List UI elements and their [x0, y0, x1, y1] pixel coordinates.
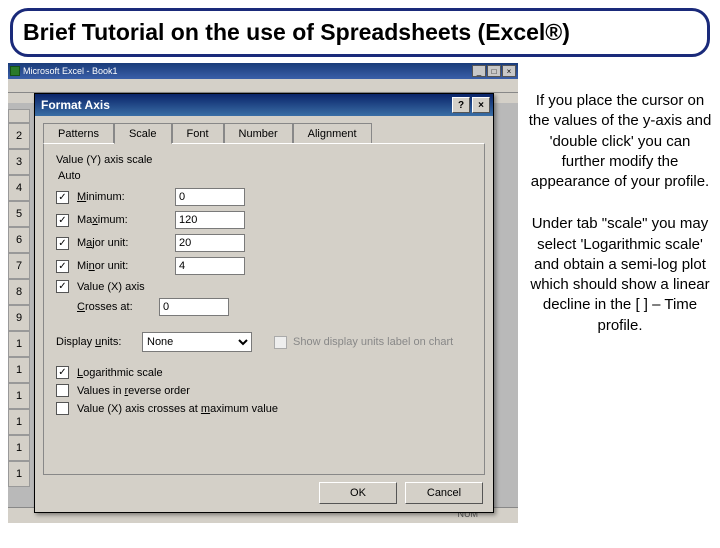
minor-checkbox[interactable]: ✓: [56, 260, 69, 273]
content-area: Microsoft Excel - Book1 _ □ × 2 3 4 5 6 …: [8, 63, 712, 523]
row-header[interactable]: 2: [8, 123, 30, 149]
show-units-label-row: Show display units label on chart: [274, 336, 453, 349]
display-units-label: Display units:: [56, 336, 134, 348]
row-header[interactable]: 1: [8, 357, 30, 383]
tab-font[interactable]: Font: [172, 123, 224, 144]
excel-menubar: [8, 79, 518, 93]
crossmax-label: Value (X) axis crosses at maximum value: [77, 403, 278, 415]
maximum-checkbox[interactable]: ✓: [56, 214, 69, 227]
reverse-label: Values in reverse order: [77, 385, 190, 397]
explanation-p1: If you place the cursor on the values of…: [528, 91, 712, 192]
tab-scale[interactable]: Scale: [114, 123, 172, 144]
row-header[interactable]: 1: [8, 409, 30, 435]
minimum-label: Minimum:: [77, 191, 167, 203]
log-label: Logarithmic scale: [77, 367, 163, 379]
major-input[interactable]: [175, 234, 245, 252]
major-row: ✓ Major unit:: [56, 234, 472, 252]
dialog-titlebar: Format Axis ? ×: [35, 94, 493, 116]
crosses-input[interactable]: [159, 298, 229, 316]
reverse-checkbox[interactable]: [56, 384, 69, 397]
excel-app-title: Microsoft Excel - Book1: [23, 66, 118, 76]
reverse-row: Values in reverse order: [56, 384, 472, 397]
crosses-row: Crosses at:: [77, 298, 472, 316]
log-checkbox[interactable]: ✓: [56, 366, 69, 379]
excel-app-icon: [10, 66, 20, 76]
auto-heading: Auto: [58, 170, 472, 182]
valuex-label: Value (X) axis: [77, 281, 167, 293]
minimum-input[interactable]: [175, 188, 245, 206]
dialog-title-text: Format Axis: [41, 98, 110, 112]
row-header[interactable]: 6: [8, 227, 30, 253]
row-header[interactable]: 7: [8, 253, 30, 279]
maximize-icon[interactable]: □: [487, 65, 501, 77]
slide-title: Brief Tutorial on the use of Spreadsheet…: [23, 19, 697, 46]
dialog-button-row: OK Cancel: [319, 482, 483, 504]
row-header[interactable]: 9: [8, 305, 30, 331]
dialog-close-button[interactable]: ×: [472, 97, 490, 113]
log-row: ✓ Logarithmic scale: [56, 366, 472, 379]
show-units-label: Show display units label on chart: [293, 336, 453, 348]
maximum-input[interactable]: [175, 211, 245, 229]
row-header[interactable]: 1: [8, 461, 30, 487]
crosses-label: Crosses at:: [77, 301, 151, 313]
minor-row: ✓ Minor unit:: [56, 257, 472, 275]
maximum-row: ✓ Maximum:: [56, 211, 472, 229]
explanation-p2: Under tab "scale" you may select 'Logari…: [528, 214, 712, 336]
cancel-button[interactable]: Cancel: [405, 482, 483, 504]
minor-label: Minor unit:: [77, 260, 167, 272]
display-units-select[interactable]: None: [142, 332, 252, 352]
crossmax-checkbox[interactable]: [56, 402, 69, 415]
scale-tab-panel: Value (Y) axis scale Auto ✓ Minimum: ✓ M…: [43, 143, 485, 475]
minimum-row: ✓ Minimum:: [56, 188, 472, 206]
excel-row-headers: 2 3 4 5 6 7 8 9 1 1 1 1 1 1: [8, 123, 30, 487]
row-header[interactable]: 1: [8, 435, 30, 461]
format-axis-dialog: Format Axis ? × Patterns Scale Font Numb…: [34, 93, 494, 513]
tab-alignment[interactable]: Alignment: [293, 123, 372, 144]
major-checkbox[interactable]: ✓: [56, 237, 69, 250]
tab-patterns[interactable]: Patterns: [43, 123, 114, 144]
tab-number[interactable]: Number: [224, 123, 293, 144]
slide-title-container: Brief Tutorial on the use of Spreadsheet…: [10, 8, 710, 57]
row-header[interactable]: 3: [8, 149, 30, 175]
close-icon[interactable]: ×: [502, 65, 516, 77]
row-header[interactable]: 5: [8, 201, 30, 227]
section-heading: Value (Y) axis scale: [56, 154, 472, 166]
minimize-icon[interactable]: _: [472, 65, 486, 77]
minor-input[interactable]: [175, 257, 245, 275]
options-group: ✓ Logarithmic scale Values in reverse or…: [56, 366, 472, 415]
valuex-checkbox[interactable]: ✓: [56, 280, 69, 293]
maximum-label: Maximum:: [77, 214, 167, 226]
row-header[interactable]: 1: [8, 383, 30, 409]
row-header[interactable]: 4: [8, 175, 30, 201]
valuex-row: ✓ Value (X) axis: [56, 280, 472, 293]
excel-window-controls: _ □ ×: [472, 65, 516, 77]
ok-button[interactable]: OK: [319, 482, 397, 504]
explanation-text: If you place the cursor on the values of…: [528, 91, 712, 358]
excel-corner-cell: [8, 109, 30, 123]
row-header[interactable]: 1: [8, 331, 30, 357]
crossmax-row: Value (X) axis crosses at maximum value: [56, 402, 472, 415]
help-button[interactable]: ?: [452, 97, 470, 113]
row-header[interactable]: 8: [8, 279, 30, 305]
display-units-row: Display units: None Show display units l…: [56, 332, 472, 352]
excel-titlebar: Microsoft Excel - Book1 _ □ ×: [8, 63, 518, 79]
dialog-tabs: Patterns Scale Font Number Alignment: [43, 122, 493, 143]
major-label: Major unit:: [77, 237, 167, 249]
minimum-checkbox[interactable]: ✓: [56, 191, 69, 204]
show-units-checkbox: [274, 336, 287, 349]
